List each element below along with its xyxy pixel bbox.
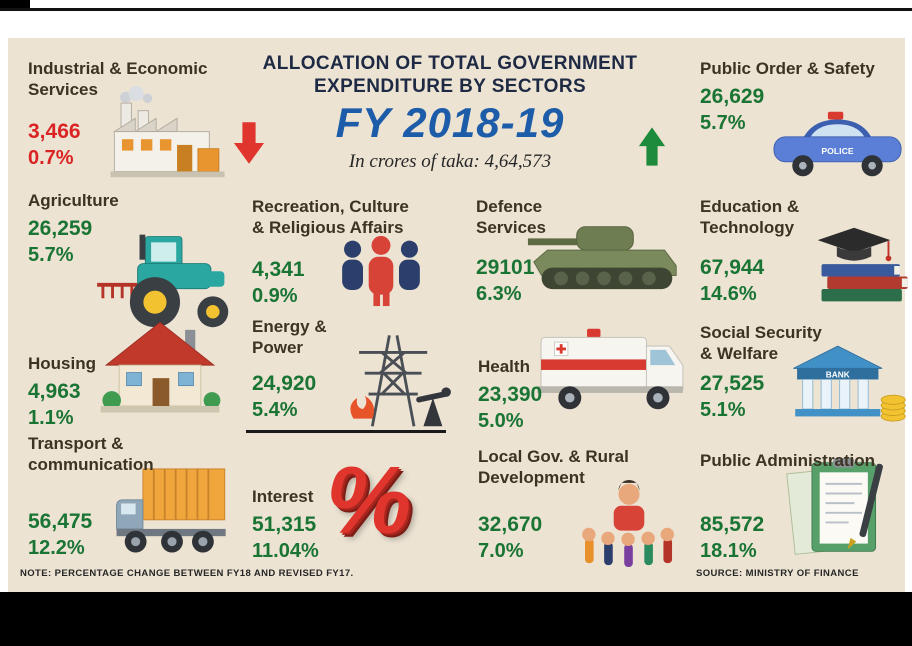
infographic-panel: ALLOCATION OF TOTAL GOVERNMENT EXPENDITU… [8, 38, 908, 592]
factory-icon [106, 86, 231, 186]
sector-agriculture: Agriculture 26,259 5.7% [28, 190, 229, 328]
sector-name: Health [478, 357, 530, 376]
tank-icon [526, 211, 684, 302]
footnote: NOTE: PERCENTAGE CHANGE BETWEEN FY18 AND… [20, 568, 354, 579]
sector-social-security-welfare: Social Security & Welfare 27,525 5.1% BA… [700, 322, 906, 422]
sector-percent: 18.1% [700, 540, 757, 562]
sector-percent: 12.2% [28, 537, 85, 559]
total-subtitle: In crores of taka: 4,64,573 [348, 151, 552, 172]
top-left-black-block [0, 0, 30, 11]
books-icon [794, 222, 912, 315]
sector-housing: Housing 4,963 1.1% [28, 321, 228, 430]
sector-interest: Interest 51,315 11.04% % [252, 451, 411, 563]
tractor-icon [95, 225, 240, 338]
sector-value: 56,475 [28, 510, 93, 533]
sector-value: 85,572 [700, 513, 765, 536]
sector-name: Defence Services [476, 197, 546, 237]
sector-value: 24,920 [252, 372, 317, 395]
power-icon [340, 324, 452, 435]
sector-value: 4,341 [252, 258, 305, 281]
sector-value: 67,944 [700, 256, 765, 279]
decrease-arrow-icon [233, 120, 265, 171]
sector-value: 26,629 [700, 85, 765, 108]
sector-value: 3,466 [28, 120, 81, 143]
sector-public-order-safety: Public Order & Safety 26,629 5.7% POLICE [700, 58, 902, 177]
sector-percent: 7.0% [478, 540, 524, 562]
top-rule-line [0, 8, 912, 11]
sector-recreation-culture-religious: Recreation, Culture & Religious Affairs … [252, 196, 422, 308]
sector-value: 32,670 [478, 513, 543, 536]
sector-local-gov-rural-development: Local Gov. & Rural Development 32,670 7.… [478, 446, 674, 567]
sector-public-administration: Public Administration 85,572 18.1% [700, 450, 905, 563]
sector-defence-services: Defence Services 29101 6.3% [476, 196, 677, 306]
sector-name: Public Administration [700, 451, 876, 470]
sector-percent: 5.7% [28, 244, 74, 266]
people-group-icon [335, 235, 427, 312]
sector-value: 4,963 [28, 380, 81, 403]
svg-text:BANK: BANK [826, 370, 850, 380]
sector-value: 26,259 [28, 217, 93, 240]
house-icon [95, 315, 225, 424]
sector-name: Social Security & Welfare [700, 323, 822, 363]
title-line-2: EXPENDITURE BY SECTORS [313, 76, 587, 97]
sector-name: Industrial & Economic Services [28, 59, 208, 99]
sector-name: Recreation, Culture & Religious Affairs [252, 197, 409, 237]
sector-percent: 1.1% [28, 407, 74, 429]
sector-percent: 5.0% [478, 410, 524, 432]
sector-name: Housing [28, 354, 96, 373]
bottom-black-bar [0, 592, 912, 646]
sector-percent: 0.7% [28, 147, 74, 169]
sector-percent: 6.3% [476, 283, 522, 305]
bank-icon: BANK [786, 340, 908, 435]
sector-percent: 5.4% [252, 399, 298, 421]
sector-education-technology: Education & Technology 67,944 14.6% [700, 196, 908, 306]
sector-energy-power: Energy & Power 24,920 5.4% [252, 316, 451, 427]
sector-name: Local Gov. & Rural Development [478, 447, 629, 487]
sector-name: Transport & communication [28, 434, 154, 474]
truck-icon [112, 458, 232, 563]
sector-value: 23,390 [478, 383, 543, 406]
svg-text:POLICE: POLICE [821, 146, 853, 156]
sector-percent: 5.7% [700, 112, 746, 134]
title-line-1: ALLOCATION OF TOTAL GOVERNMENT [262, 53, 638, 74]
clipboard-icon [779, 455, 897, 564]
sector-value: 51,315 [252, 513, 317, 536]
sector-name: Interest [252, 487, 314, 506]
sector-name: Education & Technology [700, 197, 800, 237]
increase-arrow-icon [638, 126, 666, 173]
sector-percent: 14.6% [700, 283, 757, 305]
sector-value: 27,525 [700, 372, 765, 395]
infographic-header: ALLOCATION OF TOTAL GOVERNMENT EXPENDITU… [240, 52, 660, 173]
sector-name: Energy & Power [252, 317, 327, 357]
percent-icon: % [326, 447, 412, 554]
sector-industrial-economic-services: Industrial & Economic Services 3,466 0.7… [28, 58, 228, 178]
sector-health: Health 23,390 5.0% [478, 328, 684, 433]
police-car-icon: POLICE [766, 106, 909, 188]
sector-name: Agriculture [28, 191, 119, 210]
sector-transport-communication: Transport & communication 56,475 12.2% [28, 433, 226, 560]
ambulance-icon [531, 323, 691, 420]
raised-hands-icon [579, 479, 679, 572]
sector-value: 29101 [476, 256, 535, 279]
section-divider [246, 430, 446, 433]
sector-percent: 11.04% [252, 540, 319, 562]
sector-percent: 0.9% [252, 285, 298, 307]
sector-name: Public Order & Safety [700, 59, 875, 78]
fiscal-year: FY 2018-19 [335, 99, 565, 146]
sector-percent: 5.1% [700, 399, 746, 421]
source-credit: SOURCE: MINISTRY OF FINANCE [696, 568, 859, 579]
